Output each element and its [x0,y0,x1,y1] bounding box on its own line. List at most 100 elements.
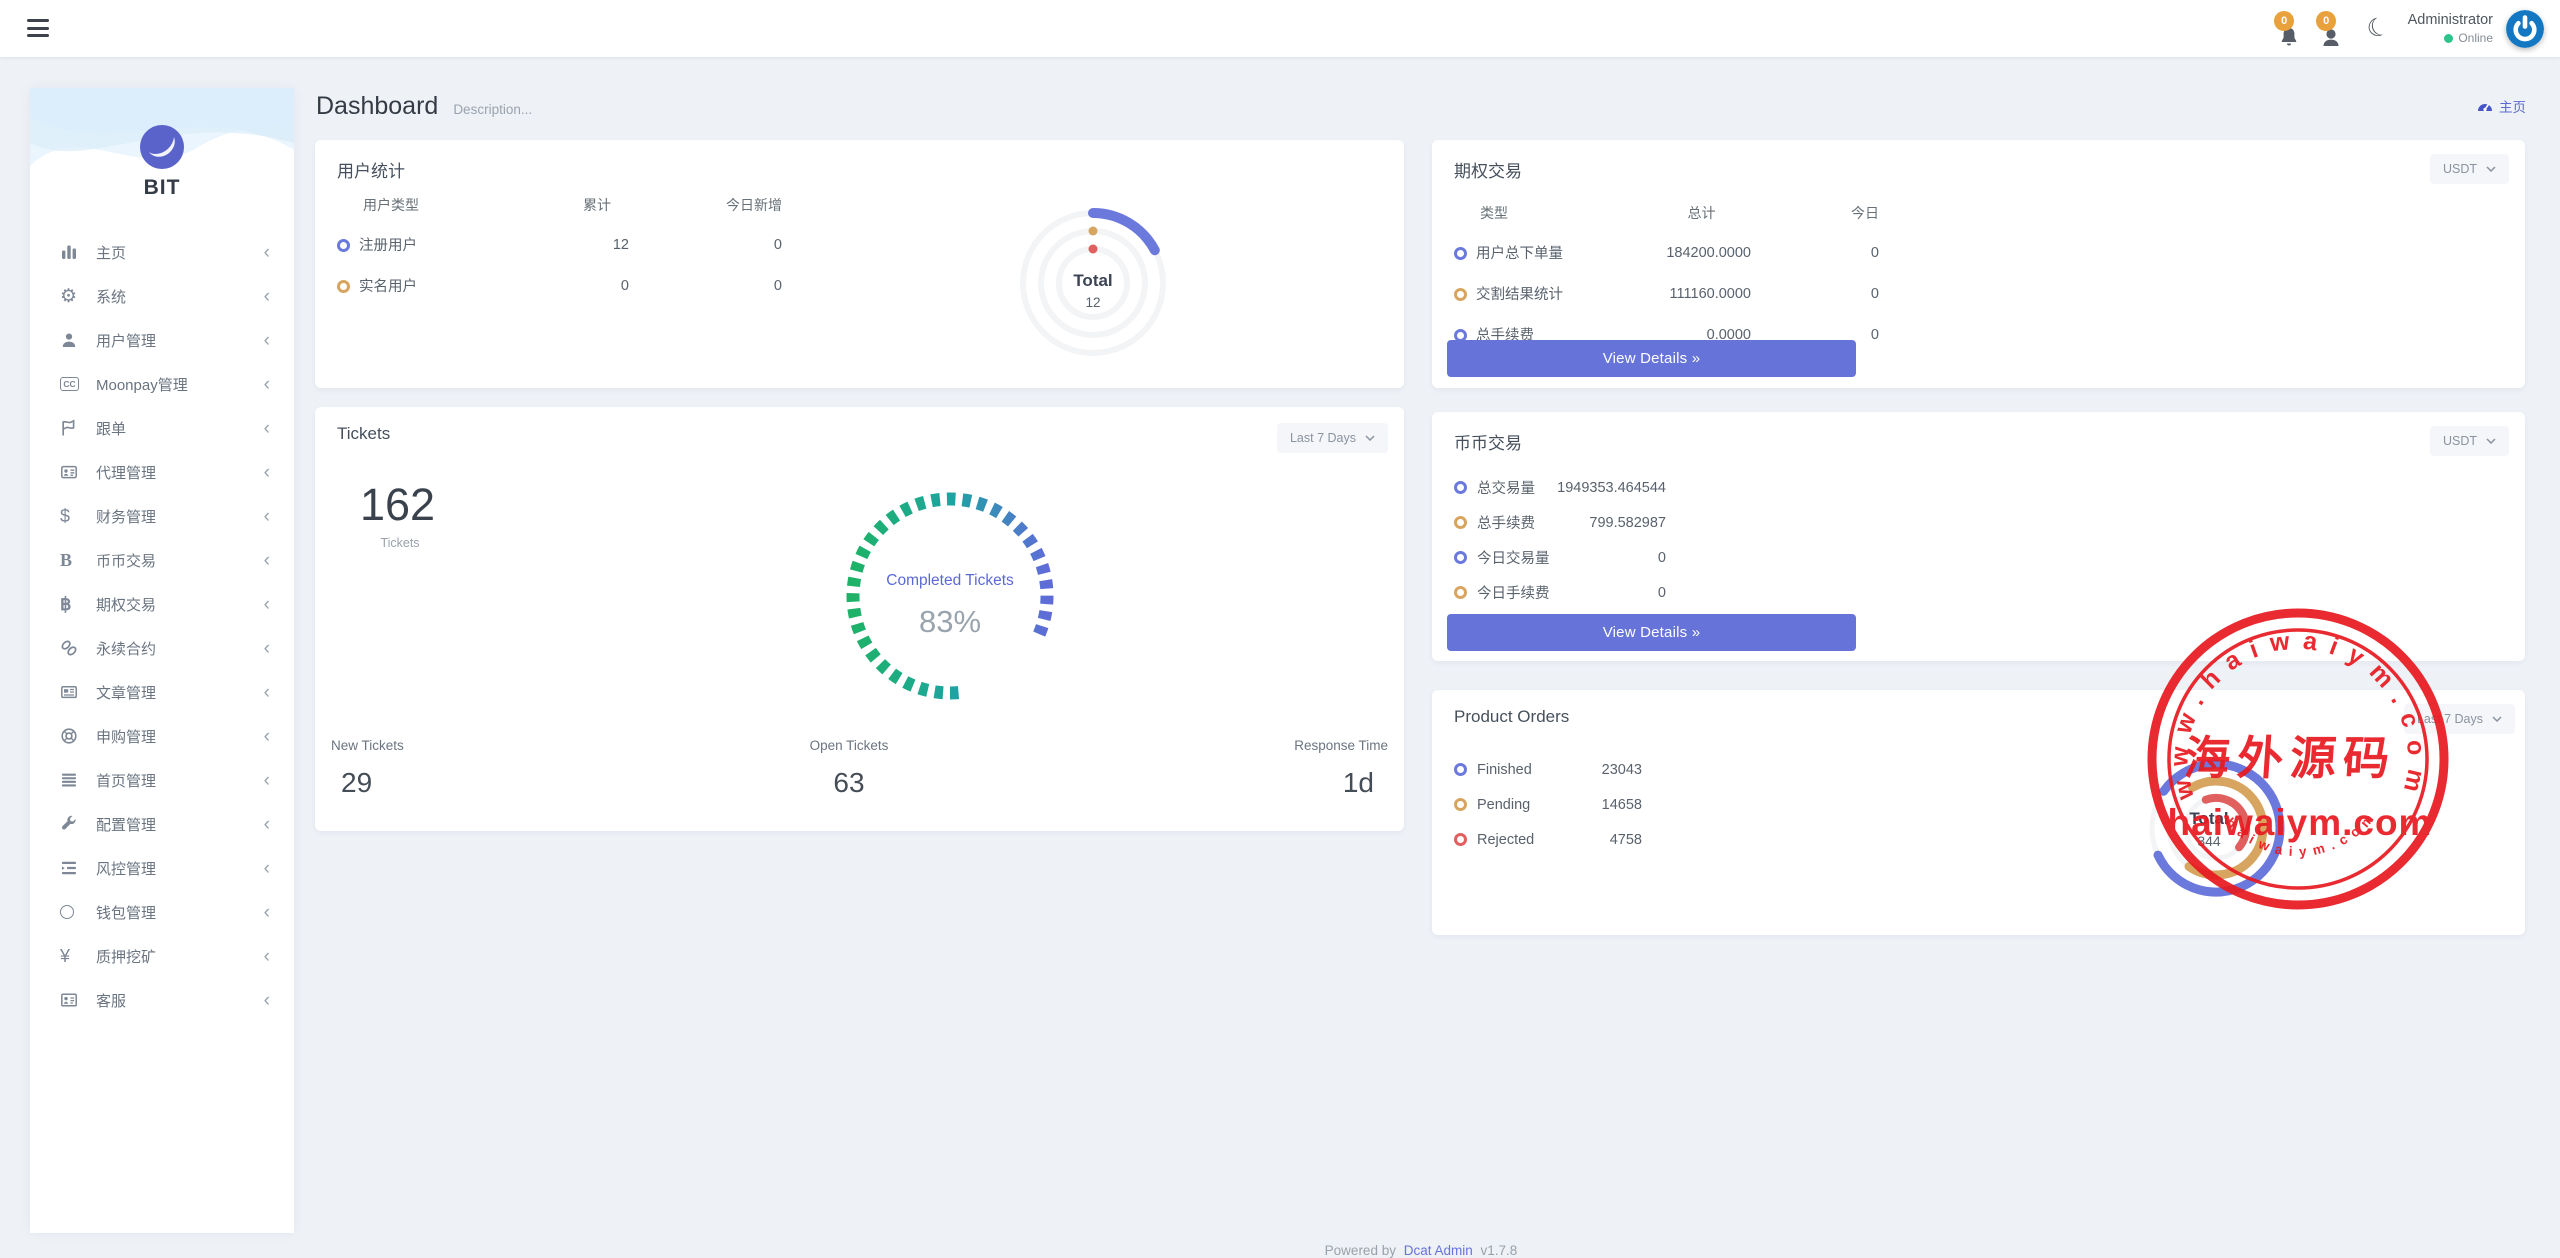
notification-count-badge: 0 [2274,10,2295,31]
svg-text:Total: Total [2189,809,2228,828]
column-header: 今日新增 [726,197,782,213]
sidebar-item-risk-management[interactable]: 风控管理 ‹ [30,846,294,890]
options-trading-table: 类型 总计 今日 用户总下单量 184200.0000 0 交割结果统计 111… [1454,194,1879,355]
notifications-bell-button[interactable]: 0 [2273,10,2305,48]
sidebar-item-customer-service[interactable]: 客服 ‹ [30,978,294,1022]
brand-name: BIT [143,176,181,199]
currency-select[interactable]: USDT [2429,426,2509,456]
chevron-left-icon: ‹ [263,681,270,703]
series-marker [1454,798,1467,811]
chevron-left-icon: ‹ [263,417,270,439]
spot-trading-card: 币币交易 USDT 总交易量 1949353.464544 总手续费 799.5… [1432,412,2525,661]
chevron-down-icon [2486,166,2496,172]
chevron-left-icon: ‹ [263,549,270,571]
user-notifications-button[interactable]: 0 [2315,10,2347,48]
completed-tickets-gauge-chart: Completed Tickets 83% [846,492,1054,700]
sidebar-item-perpetual-contract[interactable]: 永续合约 ‹ [30,626,294,670]
sidebar-item-system[interactable]: ⚙ 系统 ‹ [60,285,270,307]
card-title: 用户统计 [337,162,405,181]
chevron-left-icon: ‹ [263,285,270,307]
sidebar-item-moonpay[interactable]: CC Moonpay管理 ‹ [30,362,294,406]
wrench-icon [60,815,96,833]
bitcoin-icon: ฿ [60,593,72,614]
product-orders-rows: Finished 23043 Pending 14658 Rejected 47… [1454,752,1642,857]
sidebar-item-config-management[interactable]: 配置管理 ‹ [30,802,294,846]
period-select[interactable]: Last 7 Days [2403,704,2515,734]
footer: Powered by Dcat Admin v1.7.8 [1324,1243,1518,1258]
sidebar-item-finance-management[interactable]: $ 财务管理 ‹ [60,505,270,527]
chevron-left-icon: ‹ [263,505,270,527]
tickets-total-value: 162 [360,479,436,530]
indent-list-icon [60,859,96,877]
coin-b-icon: B [60,549,73,570]
user-count-badge: 0 [2316,10,2337,31]
chevron-left-icon: ‹ [263,945,270,967]
sidebar-item-subscription-management[interactable]: 申购管理 ‹ [30,714,294,758]
chevron-left-icon: ‹ [263,241,270,263]
card-title: Product Orders [1454,707,1570,726]
view-details-button[interactable]: View Details » [1447,614,1856,651]
chevron-left-icon: ‹ [263,637,270,659]
closed-caption-icon: CC [60,377,96,391]
newspaper-icon [60,683,96,701]
svg-text:Total: Total [1073,271,1112,290]
brand-logo[interactable] [139,124,185,170]
user-stats-table: 用户类型 累计 今日新增 注册用户 12 0 实名用户 0 0 [337,186,782,306]
card-title: 币币交易 [1454,434,1522,453]
table-row: 实名用户 0 0 [337,265,782,306]
sidebar-item-home[interactable]: 主页 ‹ [30,230,294,274]
dark-mode-moon-icon[interactable]: ☾ [2363,11,2394,45]
person-icon [2323,28,2339,46]
product-orders-card: Product Orders Last 7 Days Finished 2304… [1432,690,2525,935]
sidebar-menu: 主页 ‹ ⚙ 系统 ‹ 用户管理 ‹ CC Moonpay管理 ‹ 跟单 ‹ [30,230,294,1022]
sidebar-item-options-trading[interactable]: ฿ 期权交易 ‹ [60,593,270,615]
series-marker [1454,288,1467,301]
sidebar-item-article-management[interactable]: 文章管理 ‹ [30,670,294,714]
view-details-button[interactable]: View Details » [1447,340,1856,377]
list-item: 总手续费 799.582987 [1454,505,1666,540]
list-item: Pending 14658 [1454,787,1642,822]
stat-new-tickets: New Tickets 29 [331,738,404,798]
series-marker [1454,763,1467,776]
tickets-bottom-stats: New Tickets 29 Open Tickets 63 Response … [331,738,1388,799]
sidebar-item-agent-management[interactable]: 代理管理 ‹ [30,450,294,494]
table-row: 注册用户 12 0 [337,224,782,265]
tickets-card: Tickets Last 7 Days 162 Tickets Complete… [315,407,1404,831]
chevron-left-icon: ‹ [263,901,270,923]
chevron-left-icon: ‹ [263,989,270,1011]
avatar[interactable] [2506,9,2544,48]
user-stats-card: 用户统计 用户类型 累计 今日新增 注册用户 12 0 实名用户 0 0 Tot… [315,140,1404,388]
svg-text:Completed Tickets: Completed Tickets [886,572,1014,589]
chevron-left-icon: ‹ [263,813,270,835]
column-header: 累计 [583,197,611,213]
card-title: Tickets [337,424,391,443]
sidebar: BIT 主页 ‹ ⚙ 系统 ‹ 用户管理 ‹ CC Moonpay管理 ‹ [30,88,294,1233]
series-marker [337,280,350,293]
bar-chart-icon [60,243,96,261]
hamburger-menu-icon[interactable] [27,19,49,38]
currency-select[interactable]: USDT [2429,154,2509,184]
stat-open-tickets: Open Tickets 63 [809,738,889,798]
footer-link[interactable]: Dcat Admin [1403,1243,1473,1258]
series-marker [1454,247,1467,260]
breadcrumb-home-link[interactable]: 主页 [2477,96,2526,116]
sidebar-item-homepage-management[interactable]: 首页管理 ‹ [30,758,294,802]
bell-icon [2281,27,2297,45]
gear-icon: ⚙ [60,285,78,307]
user-menu[interactable]: Administrator Online [2408,12,2493,45]
sidebar-item-copy-trading[interactable]: 跟单 ‹ [30,406,294,450]
chevron-left-icon: ‹ [263,725,270,747]
sidebar-item-wallet-management[interactable]: 钱包管理 ‹ [30,890,294,934]
flag-icon [60,419,96,437]
page-title: Dashboard [316,92,439,120]
series-marker [1454,833,1467,846]
series-marker [1454,516,1467,529]
user-stats-donut-chart: Total 12 [1020,208,1166,356]
dashboard-gauge-icon [2478,103,2492,112]
sidebar-item-spot-trading[interactable]: B 币币交易 ‹ [60,549,270,571]
period-select[interactable]: Last 7 Days [1276,423,1388,453]
sidebar-item-staking-mining[interactable]: ¥ 质押挖矿 ‹ [60,945,270,967]
chevron-left-icon: ‹ [263,769,270,791]
sidebar-item-user-management[interactable]: 用户管理 ‹ [30,318,294,362]
svg-text:83%: 83% [919,604,981,639]
